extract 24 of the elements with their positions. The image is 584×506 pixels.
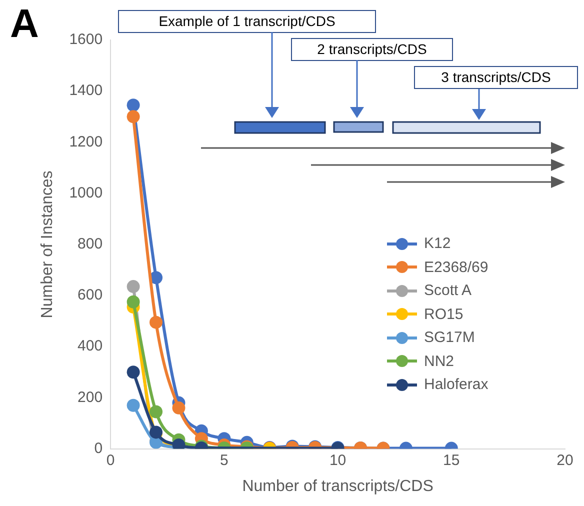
legend-label: K12 xyxy=(424,235,451,252)
y-tick-label: 1200 xyxy=(69,133,103,150)
x-tick-label: 15 xyxy=(443,452,460,469)
y-tick-label: 200 xyxy=(78,388,103,406)
legend-label: SG17M xyxy=(424,329,475,346)
legend-label: Haloferax xyxy=(424,376,488,394)
text: A xyxy=(10,2,39,47)
y-axis-title: Number of Instances xyxy=(39,170,56,318)
y-tick-label: 0 xyxy=(94,440,103,457)
y-tick-label: 600 xyxy=(78,286,103,304)
y-tick-label: 400 xyxy=(78,338,103,355)
legend-label: E2368/69 xyxy=(424,258,488,276)
x-tick-label: 10 xyxy=(329,452,346,469)
x-tick-label: 5 xyxy=(220,452,228,469)
x-tick-label: 20 xyxy=(556,452,574,469)
y-tick-label: 1000 xyxy=(69,184,103,202)
legend-label: Scott A xyxy=(424,282,472,300)
y-tick-label: 1400 xyxy=(69,82,103,100)
legend-label: NN2 xyxy=(424,352,454,370)
y-tick-label: 800 xyxy=(78,236,103,253)
y-tick-label: 1600 xyxy=(69,31,103,48)
legend-label: RO15 xyxy=(424,306,464,323)
x-tick-label: 0 xyxy=(106,452,115,469)
x-axis-title: Number of transcripts/CDS xyxy=(242,478,434,495)
